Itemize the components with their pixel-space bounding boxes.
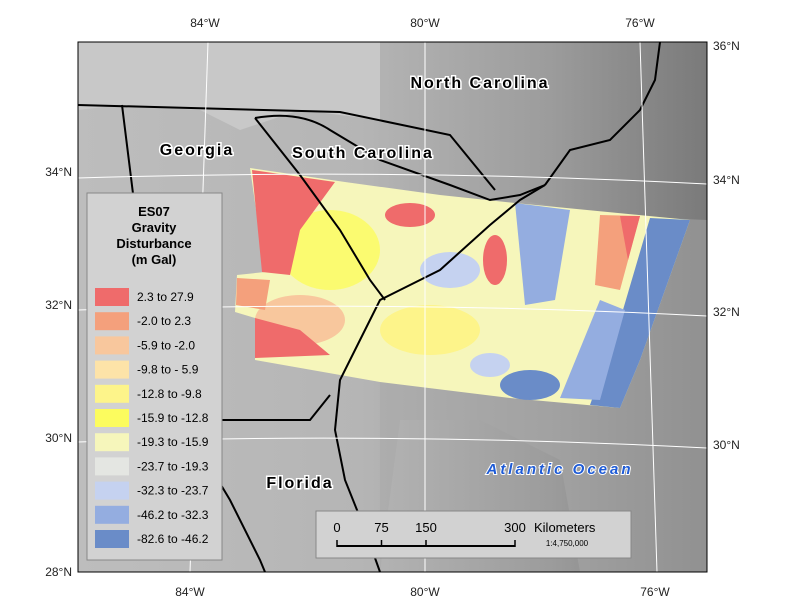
legend-swatch — [95, 288, 129, 306]
legend-label: -2.0 to 2.3 — [137, 314, 191, 328]
legend-label: -32.3 to -23.7 — [137, 484, 209, 498]
legend-title: Gravity — [132, 220, 178, 235]
lat-label: 32°N — [45, 298, 72, 312]
lon-label: 84°W — [175, 585, 205, 599]
scale-ratio: 1:4,750,000 — [546, 539, 589, 548]
legend-label: -12.8 to -9.8 — [137, 387, 202, 401]
legend-swatch — [95, 530, 129, 548]
lat-label: 34°N — [45, 165, 72, 179]
legend-label: -46.2 to -32.3 — [137, 508, 209, 522]
legend-swatch — [95, 360, 129, 379]
ocean-label: Atlantic Ocean — [485, 461, 633, 478]
scale-bar: 0 75 150 300 — [333, 520, 526, 547]
lon-label: 80°W — [410, 16, 440, 30]
state-label: North Carolina — [410, 75, 549, 92]
state-label: South Carolina — [292, 145, 434, 162]
legend-swatch — [95, 481, 129, 500]
frame — [77, 41, 708, 573]
legend-label: -15.9 to -12.8 — [137, 411, 209, 425]
legend-swatch — [95, 433, 129, 452]
legend-label: -9.8 to - 5.9 — [137, 363, 199, 377]
lat-label: 36°N — [713, 39, 740, 53]
land-relief — [78, 42, 380, 130]
scale-unit: Kilometers — [534, 520, 596, 535]
lon-label: 80°W — [410, 585, 440, 599]
gravity-grid — [235, 168, 690, 408]
legend-swatch — [95, 312, 129, 331]
legend-swatch — [95, 336, 129, 355]
state-label: Georgia — [160, 142, 234, 159]
lon-label: 76°W — [640, 585, 670, 599]
state-label: Florida — [266, 475, 333, 492]
legend-title: (m Gal) — [132, 252, 177, 267]
scale-box — [315, 510, 632, 559]
lon-label: 76°W — [625, 16, 655, 30]
lat-label: 34°N — [713, 173, 740, 187]
legend-label: -23.7 to -19.3 — [137, 459, 209, 473]
scale-tick-label: 75 — [374, 520, 388, 535]
legend-label: -19.3 to -15.9 — [137, 435, 209, 449]
lat-label: 30°N — [45, 431, 72, 445]
legend-swatch — [95, 505, 129, 524]
lat-label: 32°N — [713, 305, 740, 319]
legend-label: -82.6 to -46.2 — [137, 532, 209, 546]
scale-tick-label: 0 — [333, 520, 340, 535]
lat-label: 28°N — [45, 565, 72, 579]
legend-swatch — [95, 457, 129, 476]
lon-label: 84°W — [190, 16, 220, 30]
legend-title: Disturbance — [116, 236, 191, 251]
legend-swatch — [95, 409, 129, 427]
legend-label: -5.9 to -2.0 — [137, 338, 195, 352]
legend-title: ES07 — [138, 204, 170, 219]
legend-swatch — [95, 384, 129, 403]
legend-label: 2.3 to 27.9 — [137, 290, 194, 304]
scale-tick-label: 150 — [415, 520, 437, 535]
lat-label: 30°N — [713, 438, 740, 452]
map-body: North Carolina Georgia South Carolina Fl… — [78, 42, 707, 572]
scale-tick-label: 300 — [504, 520, 526, 535]
